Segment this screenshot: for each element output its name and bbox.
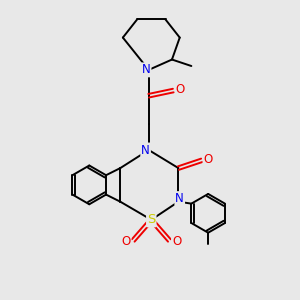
Text: O: O [176, 83, 185, 96]
Text: O: O [203, 152, 213, 166]
Text: S: S [147, 213, 155, 226]
Text: N: N [175, 192, 184, 205]
Text: N: N [141, 143, 150, 157]
Text: O: O [172, 235, 181, 248]
Text: O: O [121, 235, 130, 248]
Text: N: N [142, 63, 151, 76]
